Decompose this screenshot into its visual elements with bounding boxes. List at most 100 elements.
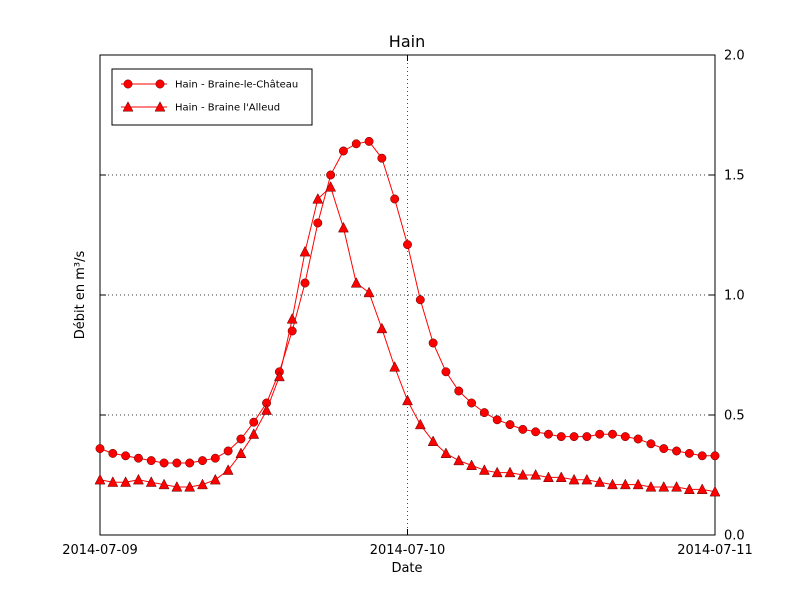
triangle-marker-icon (414, 418, 426, 430)
circle-marker-icon (313, 218, 323, 228)
triangle-marker-icon (261, 404, 272, 415)
circle-marker-icon (159, 458, 169, 468)
circle-marker-icon (454, 386, 464, 396)
series-braine-l-alleud (94, 181, 721, 497)
triangle-marker-icon (363, 286, 375, 298)
triangle-marker-icon (312, 193, 324, 204)
triangle-marker-icon (683, 483, 695, 494)
triangle-marker-icon (107, 476, 119, 487)
x-tick-label: 2014-07-10 (370, 543, 446, 558)
circle-marker-icon (518, 424, 528, 434)
triangle-marker-icon (389, 361, 401, 372)
triangle-marker-icon (338, 221, 349, 233)
series-layer (94, 136, 721, 497)
y-tick-labels: 0.0 0.5 1.0 1.5 2.0 (724, 49, 745, 544)
legend-label-braine-le-chateau: Hain - Braine-le-Château (175, 79, 298, 91)
circle-marker-icon (326, 170, 336, 180)
circle-marker-icon (608, 429, 617, 439)
triangle-marker-icon (645, 481, 657, 492)
triangle-marker-icon (594, 476, 606, 487)
triangle-marker-icon (709, 485, 721, 497)
circle-marker-icon (479, 408, 489, 418)
circle-marker-icon (223, 446, 233, 456)
circle-marker-icon (441, 367, 451, 377)
circle-marker-icon (236, 434, 246, 444)
triangle-marker-icon (427, 435, 439, 446)
triangle-marker-icon (696, 483, 708, 494)
circle-marker-icon (620, 432, 630, 442)
circle-marker-icon (492, 415, 502, 425)
triangle-marker-icon (517, 469, 529, 480)
triangle-marker-icon (197, 478, 208, 490)
triangle-marker-icon (530, 469, 542, 480)
triangle-marker-icon (376, 322, 388, 334)
y-tick-label: 0.5 (724, 409, 745, 424)
series-braine-le-chateau (95, 136, 720, 468)
x-axis-label: Date (391, 561, 422, 576)
circle-marker-icon (415, 295, 425, 305)
triangle-marker-icon (632, 478, 644, 490)
circle-marker-icon (364, 136, 374, 146)
circle-marker-icon (338, 146, 348, 156)
circle-marker-icon (403, 240, 412, 250)
triangle-marker-icon (273, 370, 285, 382)
circle-marker-icon (543, 429, 553, 439)
circle-marker-icon (556, 432, 566, 442)
circle-marker-icon (633, 434, 643, 444)
circle-marker-icon (198, 456, 207, 466)
legend: Hain - Braine-le-Château Hain - Braine l… (111, 68, 313, 126)
legend-triangle-marker-icon (154, 101, 166, 112)
triangle-marker-icon (133, 473, 144, 485)
circle-marker-icon (108, 448, 118, 458)
triangle-marker-icon (491, 466, 503, 478)
circle-marker-icon (351, 139, 361, 149)
triangle-marker-icon (619, 478, 631, 490)
circle-marker-icon (659, 444, 669, 454)
gridlines (100, 55, 715, 535)
legend-box (111, 68, 313, 126)
circle-marker-icon (672, 446, 682, 456)
triangle-marker-icon (158, 478, 170, 490)
triangle-marker-icon (299, 245, 311, 257)
circle-marker-icon (697, 451, 707, 461)
legend-triangle-marker-icon (122, 101, 134, 112)
circle-marker-icon (428, 338, 438, 348)
triangle-marker-icon (325, 181, 337, 192)
legend-circle-marker-icon (123, 79, 133, 89)
chart-title: Hain (389, 32, 425, 51)
circle-marker-icon (172, 458, 182, 468)
triangle-marker-icon (453, 454, 465, 466)
triangle-marker-icon (350, 277, 362, 288)
triangle-marker-icon (94, 473, 106, 485)
triangle-marker-icon (440, 447, 452, 458)
triangle-marker-icon (581, 473, 593, 485)
y-axis-label: Débit en m³/s (73, 251, 88, 340)
circle-marker-icon (121, 451, 131, 461)
circle-marker-icon (390, 194, 400, 204)
triangle-marker-icon (145, 476, 157, 487)
circle-marker-icon (133, 453, 143, 463)
y-tick-label: 2.0 (724, 49, 745, 64)
triangle-marker-icon (658, 481, 670, 492)
triangle-marker-icon (478, 464, 490, 475)
triangle-marker-icon (671, 481, 682, 492)
x-tick-label: 2014-07-09 (62, 543, 138, 558)
triangle-marker-icon (543, 471, 554, 482)
triangle-marker-icon (209, 473, 221, 485)
triangle-marker-icon (555, 471, 567, 482)
triangle-marker-icon (568, 473, 580, 485)
circle-marker-icon (300, 278, 310, 288)
circle-marker-icon (646, 439, 656, 449)
triangle-marker-icon (184, 481, 196, 492)
y-tick-label: 0.0 (724, 529, 745, 544)
triangle-marker-icon (466, 459, 477, 470)
circle-marker-icon (249, 417, 259, 427)
triangle-marker-icon (222, 464, 234, 475)
legend-circle-marker-icon (155, 79, 165, 89)
circle-marker-icon (569, 432, 579, 442)
triangle-marker-icon (235, 447, 247, 458)
circle-marker-icon (582, 432, 592, 442)
triangle-marker-icon (171, 481, 183, 492)
axis-ticks (99, 54, 716, 536)
